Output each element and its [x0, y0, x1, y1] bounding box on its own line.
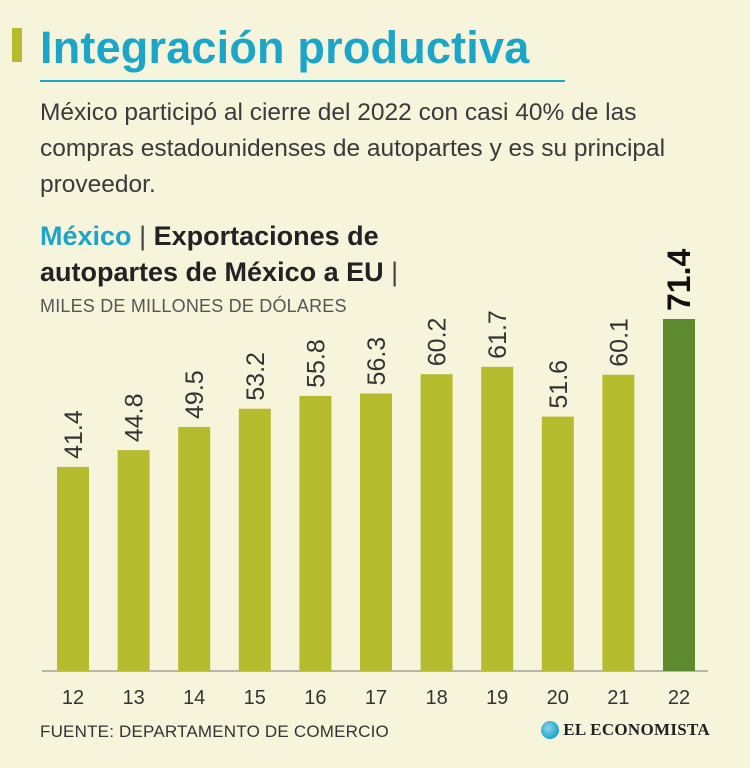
x-tick-label-14: 14	[183, 687, 205, 709]
data-label-17: 56.3	[363, 337, 391, 386]
subtitle: México participó al cierre del 2022 con …	[40, 99, 666, 198]
page-title: Integración productiva	[40, 22, 530, 73]
bar-16	[299, 395, 332, 671]
bar-14	[178, 426, 211, 671]
chart-heading-separator: |	[139, 221, 147, 251]
data-label-19: 61.7	[484, 310, 512, 359]
data-label-15: 53.2	[242, 352, 270, 401]
unit-label: MILES DE MILLONES DE DÓLARES	[40, 296, 347, 316]
data-label-20: 51.6	[545, 360, 573, 409]
data-label-21: 60.1	[605, 318, 633, 367]
brand-name: EL ECONOMISTA	[563, 720, 710, 739]
bar-12	[57, 466, 89, 671]
x-tick-label-22: 22	[668, 687, 690, 709]
x-tick-label-12: 12	[62, 687, 84, 709]
x-tick-label-17: 17	[365, 687, 387, 709]
x-tick-label-20: 20	[547, 687, 569, 709]
chart-heading-text: Exportaciones de autopartes de México a …	[40, 221, 384, 287]
x-tick-label-18: 18	[425, 687, 447, 709]
data-label-22: 71.4	[661, 249, 697, 311]
bar-22	[663, 319, 695, 671]
data-label-14: 49.5	[181, 370, 209, 419]
bar-17	[360, 393, 392, 671]
data-label-18: 60.2	[424, 318, 452, 367]
source-note: FUENTE: DEPARTAMENTO DE COMERCIO	[40, 722, 389, 741]
title-underline	[40, 80, 565, 82]
chart-heading: México | Exportaciones de autopartes de …	[40, 218, 510, 290]
bar-15	[238, 408, 271, 671]
x-tick-label-15: 15	[244, 687, 266, 709]
bar-18	[420, 374, 453, 671]
data-label-13: 44.8	[121, 393, 149, 442]
brand-logo-icon	[541, 721, 560, 739]
x-tick-label-19: 19	[486, 687, 508, 709]
brand: EL ECONOMISTA	[541, 720, 710, 740]
x-tick-label-21: 21	[607, 687, 629, 709]
x-tick-label-13: 13	[122, 687, 144, 709]
data-label-12: 41.4	[60, 410, 88, 459]
chart-heading-trailing-separator: |	[391, 257, 399, 287]
chart-heading-country: México	[40, 221, 132, 251]
title-accent-bar	[12, 28, 22, 62]
bar-21	[602, 374, 635, 671]
data-label-16: 55.8	[302, 339, 330, 388]
bar-20	[541, 416, 574, 671]
x-tick-label-16: 16	[304, 687, 326, 709]
bar-13	[117, 450, 150, 671]
bar-19	[481, 366, 514, 671]
